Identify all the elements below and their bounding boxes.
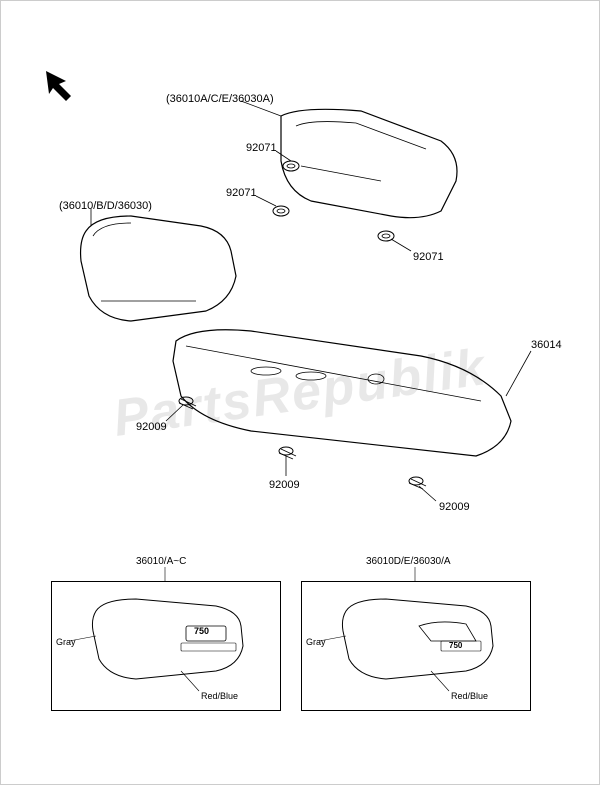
left-panel-header: 36010/A~C	[136, 556, 186, 567]
grommet-right-part	[378, 231, 411, 251]
left-panel-gray-label: Gray	[56, 637, 76, 647]
right-panel-badge-bottom: 750	[449, 641, 462, 650]
diagram-container: PartsRepublik	[0, 0, 600, 785]
screw-right-part	[409, 477, 436, 501]
grommet-top-part	[276, 151, 299, 171]
chain-case-part	[173, 330, 531, 456]
top-cover-part	[241, 101, 457, 218]
left-panel-badge-top: 750	[194, 626, 209, 636]
grommet-mid-label: 92071	[226, 187, 257, 199]
left-panel-redblue-label: Red/Blue	[201, 691, 238, 701]
left-cover-part	[81, 209, 236, 321]
left-panel-box	[51, 581, 281, 711]
direction-arrow-icon	[41, 66, 91, 106]
screw-right-label: 92009	[439, 501, 470, 513]
right-panel-redblue-label: Red/Blue	[451, 691, 488, 701]
top-assembly-label: (36010A/C/E/36030A)	[166, 93, 274, 105]
right-panel-box	[301, 581, 531, 711]
grommet-mid-part	[256, 196, 289, 216]
left-cover-label: (36010/B/D/36030)	[59, 200, 152, 212]
screw-mid-label: 92009	[269, 479, 300, 491]
right-panel-header: 36010D/E/36030/A	[366, 556, 451, 567]
screw-mid-part	[279, 447, 296, 476]
chain-case-label: 36014	[531, 339, 562, 351]
grommet-top-label: 92071	[246, 142, 277, 154]
grommet-right-label: 92071	[413, 251, 444, 263]
screw-left-part	[166, 397, 196, 421]
screw-left-label: 92009	[136, 421, 167, 433]
right-panel-gray-label: Gray	[306, 637, 326, 647]
